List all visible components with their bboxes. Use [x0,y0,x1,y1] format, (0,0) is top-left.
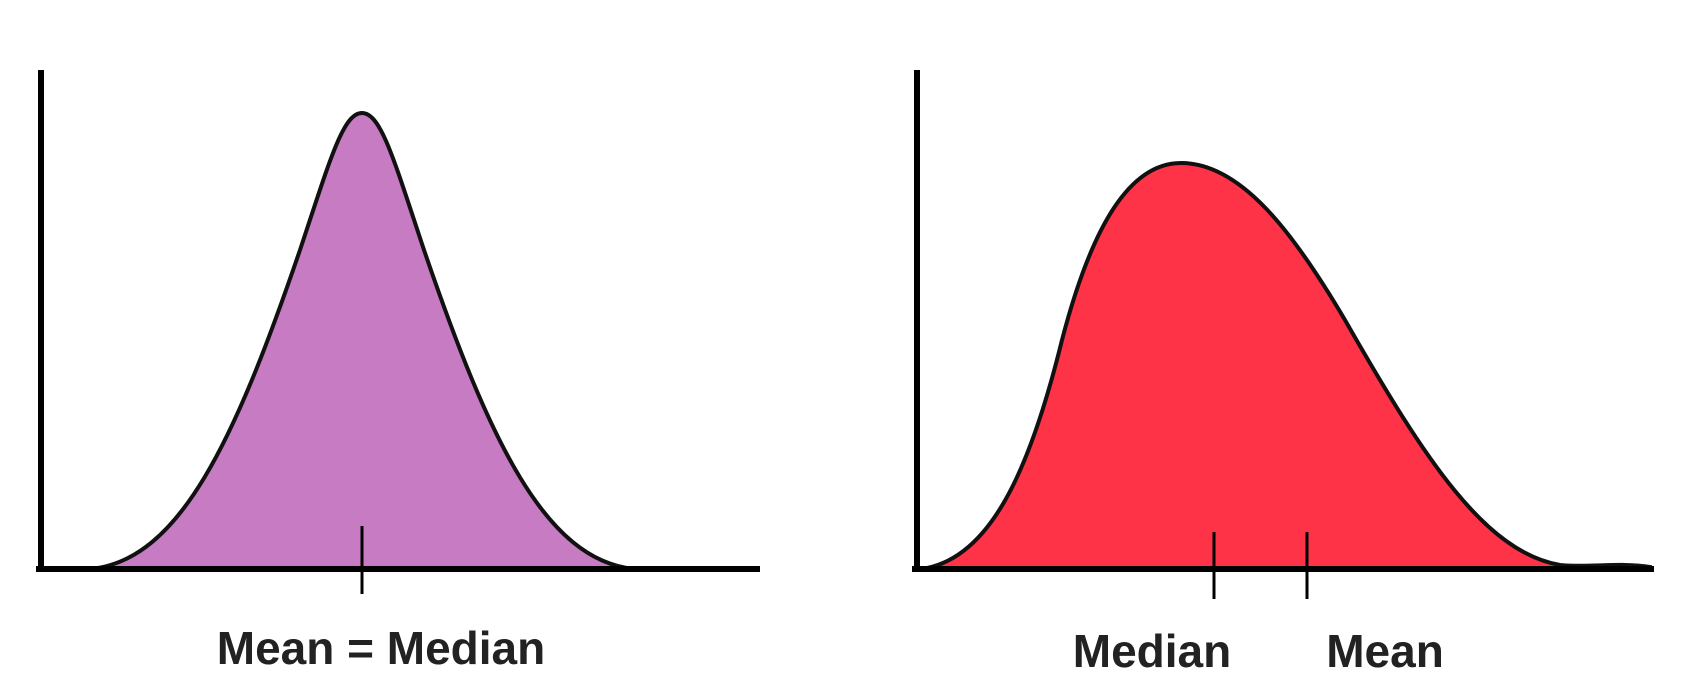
mean-label: Mean [1326,625,1444,677]
symmetric-curve [90,110,635,571]
skewed-curve [920,160,1652,571]
skewed-panel: Median Mean [912,70,1654,677]
mean-median-label: Mean = Median [217,622,545,674]
symmetric-panel: Mean = Median [36,70,760,674]
median-label: Median [1073,625,1231,677]
